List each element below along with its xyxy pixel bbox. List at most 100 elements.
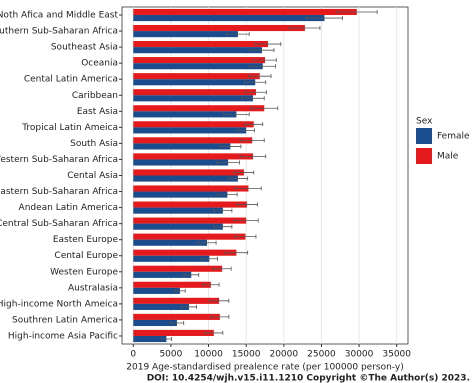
bar: [133, 223, 223, 230]
bar: [133, 57, 265, 64]
bar: [133, 8, 357, 16]
error-bar: [250, 106, 279, 111]
bar: [133, 105, 265, 112]
error-bar: [226, 32, 250, 37]
error-bar: [253, 58, 277, 63]
legend-label: Male: [437, 152, 459, 162]
bar: [133, 175, 238, 182]
bar: [133, 185, 249, 192]
bar: [133, 313, 220, 320]
error-bar: [239, 138, 265, 143]
legend-label: Female: [437, 132, 470, 142]
error-bar: [233, 170, 255, 175]
footer: DOI: 10.4254/wjh.v15.i11.1210 Copyright …: [147, 374, 470, 383]
error-bar: [244, 122, 264, 127]
y-tick-label: South Asia: [70, 139, 118, 149]
error-bar: [237, 128, 255, 133]
bar: [133, 15, 325, 22]
bar: [133, 159, 229, 166]
bar: [133, 79, 256, 86]
bar: [133, 265, 223, 272]
bar: [133, 24, 305, 32]
bar: [133, 319, 177, 327]
error-bar: [204, 330, 224, 335]
error-bar: [208, 298, 230, 303]
y-tick-label: Eastern Sub-Saharan Africa: [0, 187, 118, 197]
y-tick-label: Cental Asia: [67, 171, 118, 181]
bar: [133, 191, 228, 198]
bar: [133, 329, 214, 336]
bar: [133, 303, 189, 310]
legend-title: Sex: [416, 117, 433, 127]
bar: [133, 255, 210, 262]
y-tick-label: Southeast Asia: [51, 43, 118, 53]
error-bar: [200, 256, 218, 261]
bar: [133, 201, 247, 208]
error-bar: [224, 250, 249, 255]
error-bar: [305, 16, 343, 21]
y-tick-label: Southren Latin America: [12, 315, 118, 325]
y-tick-label: Western Sub-Saharan Africa: [0, 155, 118, 165]
y-tick-label: Cental Europe: [54, 251, 118, 261]
bar: [133, 281, 211, 288]
bar: [133, 249, 237, 256]
error-bar: [249, 64, 276, 69]
error-bar: [202, 282, 220, 287]
error-bar: [236, 202, 258, 207]
y-tick-label: High-income North Ameica: [0, 299, 118, 309]
error-bar: [336, 9, 378, 14]
bar: [133, 217, 247, 224]
y-tick-label: Cental Latin America: [24, 75, 118, 85]
error-bar: [244, 80, 267, 85]
x-tick-label: 5000: [159, 350, 182, 360]
error-bar: [197, 240, 217, 245]
y-tick-label: Central Sub-Saharan Africa: [0, 219, 118, 229]
bar: [133, 127, 247, 134]
error-bar: [233, 218, 259, 223]
y-tick-label: Andean Latin America: [19, 203, 118, 213]
bar: [133, 169, 244, 176]
bar: [133, 335, 167, 343]
bar: [133, 143, 231, 150]
bar: [133, 153, 253, 160]
bar: [133, 297, 220, 304]
x-tick-label: 25000: [307, 350, 336, 360]
legend-swatch: [416, 148, 432, 164]
y-tick-label: Easten Europe: [53, 235, 119, 245]
error-bar: [212, 266, 232, 271]
y-tick-label: Noth Afica and Middle East: [0, 11, 118, 21]
x-tick-label: 30000: [345, 350, 374, 360]
error-bar: [181, 304, 197, 309]
y-tick-label: High-income Asia Pacific: [8, 331, 118, 341]
error-bar: [213, 224, 233, 229]
bar: [133, 287, 180, 294]
error-bar: [219, 144, 242, 149]
error-bar: [254, 42, 282, 47]
error-bar: [235, 186, 262, 191]
bar: [133, 89, 256, 96]
bar: [133, 63, 263, 70]
y-tick-label: Tropical Latin Ameica: [21, 123, 118, 133]
x-tick-label: 15000: [232, 350, 261, 360]
x-tick-label: 35000: [382, 350, 411, 360]
bar: [133, 47, 262, 54]
bar: [133, 111, 237, 118]
error-bar: [234, 234, 257, 239]
y-tick-label: East Asia: [77, 107, 118, 117]
error-bar: [213, 208, 233, 213]
x-tick-label: 0: [130, 350, 136, 360]
bar: [133, 31, 238, 38]
bar: [133, 207, 223, 214]
bar: [133, 41, 269, 48]
y-tick-label: Westen Europe: [50, 267, 118, 277]
error-bar: [289, 26, 321, 31]
bar: [133, 121, 254, 128]
error-bar: [248, 74, 272, 79]
error-bar: [160, 337, 173, 342]
bar: [133, 271, 192, 278]
error-bar: [210, 314, 230, 319]
bar: [133, 233, 246, 240]
error-bar: [239, 154, 267, 159]
error-bar: [174, 288, 186, 293]
